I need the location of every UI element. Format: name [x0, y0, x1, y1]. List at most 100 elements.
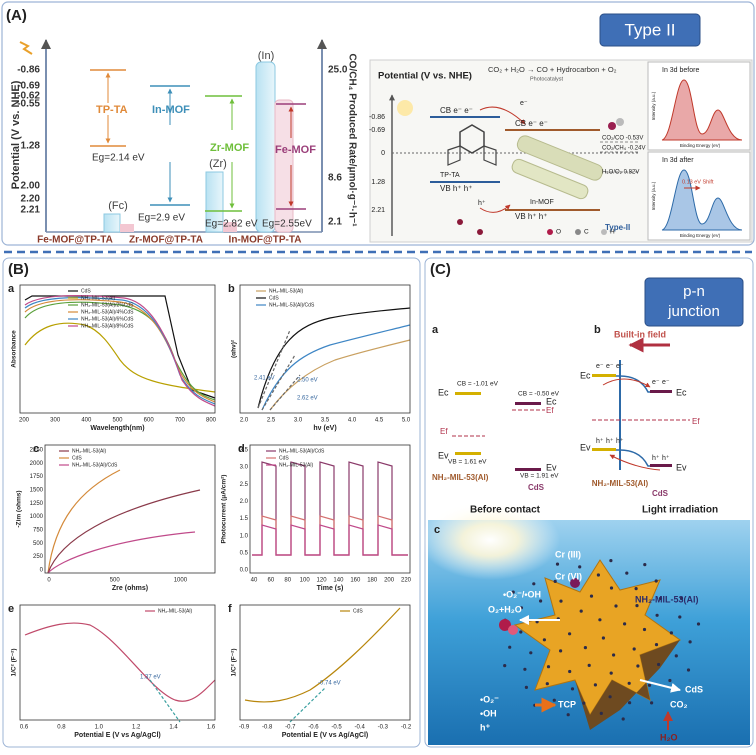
- tick-label: 600: [144, 418, 155, 424]
- tick-label: 800: [206, 418, 217, 424]
- tick-label: 1000: [30, 514, 44, 520]
- particle-dot: [553, 579, 557, 584]
- particle-dot: [608, 695, 612, 699]
- scene-label: NH₂-MIL-53(Al): [635, 594, 699, 604]
- particle-dot: [529, 651, 533, 655]
- tick-label: 3.5: [240, 448, 249, 454]
- scene-label: TCP: [558, 699, 576, 709]
- particle-dot: [650, 701, 654, 705]
- annotation: 2.41 eV: [254, 376, 275, 382]
- carrier: e⁻: [662, 379, 670, 386]
- particle-dot: [598, 618, 602, 622]
- carrier: e⁻: [606, 363, 614, 370]
- particle-dot: [654, 579, 658, 583]
- carrier: h⁺: [616, 438, 624, 445]
- axis-title: Zre (ohms): [112, 585, 148, 592]
- particle-dot: [688, 640, 692, 644]
- band-label: Ec: [438, 387, 449, 397]
- annotation: 2.50 eV: [297, 378, 318, 384]
- material-name: NH₂-MIL-53(Al): [592, 479, 649, 488]
- subplot-letter: c: [434, 524, 440, 536]
- plot-frame: [249, 444, 411, 574]
- composite-name: In-MOF@TP-TA: [229, 235, 302, 246]
- tick-label: 8.6: [328, 173, 342, 184]
- subplot-letter: e: [8, 603, 14, 615]
- carrier: e⁻: [596, 363, 604, 370]
- tick-label: 140: [333, 578, 344, 584]
- particle-dot: [657, 662, 661, 667]
- tick-label: 2000: [30, 461, 44, 467]
- tick-label: 4.0: [348, 418, 357, 424]
- band-label: VB h⁺ h⁺: [440, 184, 472, 193]
- tick-label: -0.55: [17, 99, 40, 110]
- tick-label: -0.7: [285, 725, 296, 731]
- axis-title: Wavelength(nm): [90, 425, 144, 432]
- tick-label: 750: [33, 528, 44, 534]
- particle-dot: [658, 596, 663, 601]
- band-label: CB e⁻ e⁻: [440, 106, 473, 115]
- axis-title: Absorbance: [11, 330, 18, 368]
- axis-title: CO/CH₄ Produced Rate/μmol·g⁻¹·h⁻¹: [346, 53, 357, 227]
- particle-dot: [634, 587, 638, 591]
- particle-dot: [568, 632, 572, 636]
- tick-label: 120: [317, 578, 328, 584]
- tick-label: 1750: [30, 474, 44, 480]
- tick-label: 40: [251, 578, 258, 584]
- tick-label: 1.4: [169, 725, 178, 731]
- band-value: VB = 1.91 eV: [520, 473, 559, 480]
- particle-dot: [503, 664, 507, 668]
- badge-text: junction: [667, 303, 720, 320]
- subplot-letter: a: [8, 283, 15, 295]
- badge: [644, 277, 744, 327]
- legend-entry: NH₂-MIL-53(Al)/4%CdS: [81, 309, 134, 315]
- particle-dot: [609, 586, 614, 590]
- tick-label: 160: [350, 578, 361, 584]
- scene-label: h⁺: [480, 722, 490, 732]
- carrier: h⁺: [606, 438, 614, 445]
- tick-label: 0: [47, 578, 51, 584]
- plot-frame: [19, 284, 216, 414]
- material-name: Fe-MOF: [275, 144, 316, 156]
- particle-dot: [609, 671, 613, 675]
- legend-entry: NH₂-MIL-53(Al): [72, 448, 107, 454]
- axis-title: Intensity (a.u.): [651, 181, 656, 210]
- legend-entry: NH₂-MIL-53(Al): [279, 462, 314, 468]
- material-name: In-MOF: [152, 104, 190, 116]
- particle-dot: [570, 687, 575, 691]
- tick-label: 0: [40, 568, 44, 574]
- particle-dot: [539, 599, 543, 603]
- legend-entry: CdS: [81, 288, 91, 294]
- tick-label: 1.6: [207, 725, 216, 731]
- particle-dot: [623, 622, 627, 626]
- particle-dot: [579, 609, 583, 613]
- tick-label: 500: [112, 418, 123, 424]
- axis-title: Binding Energy (eV): [680, 233, 721, 238]
- axis-title: 1/C² (F⁻²): [11, 649, 18, 677]
- band-label: Ec: [546, 396, 557, 406]
- axis-title: Potential (V vs. NHE): [10, 80, 22, 189]
- particle-dot: [632, 647, 636, 651]
- plot-frame: [239, 604, 411, 721]
- tick-label: -0.4: [355, 725, 366, 731]
- type-label: Type-II: [605, 223, 630, 232]
- tick-label: 220: [401, 578, 412, 584]
- tick-label: -0.69: [17, 81, 40, 92]
- particle-dot: [583, 646, 588, 650]
- band-label: Ec: [676, 387, 687, 397]
- legend-entry: NH₂-MIL-53(Al): [269, 288, 304, 294]
- particle-dot: [625, 571, 629, 575]
- subplot-letter: b: [594, 324, 601, 336]
- tick-label: 2.21: [371, 207, 385, 214]
- scene-label: Cr (VI): [555, 571, 582, 581]
- tick-label: -0.3: [378, 725, 389, 731]
- particle-dot: [636, 664, 640, 668]
- particle-dot: [532, 582, 536, 586]
- tick-label: 2.1: [328, 217, 342, 228]
- tick-label: 25.0: [328, 65, 348, 76]
- reaction: CO₂ + H₂O → CO + Hydrocarbon + O₂: [488, 65, 617, 74]
- subplot-letter: a: [432, 324, 439, 336]
- tick-label: -0.86: [369, 114, 385, 121]
- carrier: h⁺: [662, 455, 670, 462]
- axis-title: 1/C² (F⁻²): [231, 649, 238, 677]
- axis-title: Potential E (V vs Ag/AgCl): [74, 732, 160, 739]
